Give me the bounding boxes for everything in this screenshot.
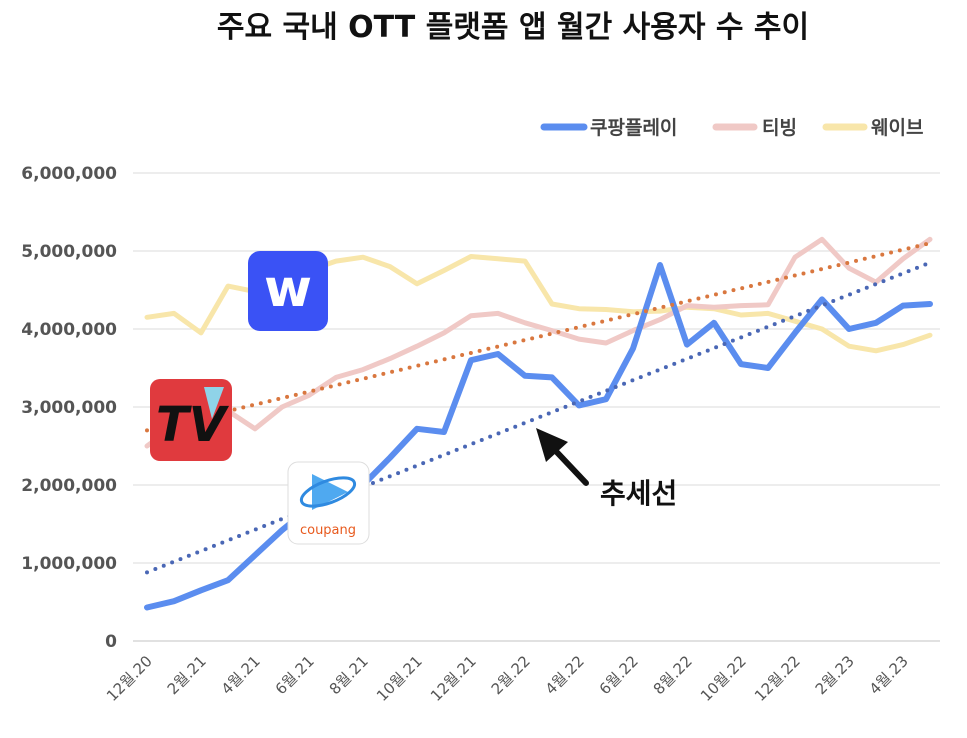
tving-logo-letters: TV [156, 397, 230, 453]
y-tick-label: 5,000,000 [21, 242, 117, 262]
y-tick-label: 2,000,000 [21, 476, 117, 496]
legend-label-wavve: 웨이브 [871, 117, 923, 139]
tving-logo: TV [150, 379, 232, 461]
x-tick-label: 2월.23 [812, 652, 858, 698]
x-tick-label: 2월.22 [488, 652, 534, 698]
coupang-logo-word: coupang [300, 523, 356, 538]
x-tick-label: 2월.21 [164, 652, 210, 698]
trendline-layer [145, 241, 932, 575]
annotation-arrowhead [536, 428, 568, 462]
y-tick-label: 1,000,000 [21, 554, 117, 574]
y-tick-label: 4,000,000 [21, 320, 117, 340]
coupang-play-logo: coupang [287, 461, 370, 545]
coupang-orbit-icon [299, 476, 357, 508]
legend: 쿠팡플레이 티빙 웨이브 [540, 117, 923, 139]
legend-label-tving: 티빙 [762, 117, 797, 139]
wavve-logo-letter: w [264, 259, 312, 319]
annotation-label: 추세선 [600, 477, 677, 510]
annotation-arrow [549, 444, 589, 486]
y-tick-label: 6,000,000 [21, 164, 117, 184]
x-tick-label: 6월.22 [596, 652, 642, 698]
x-tick-label: 12월.21 [427, 652, 480, 705]
wavve-logo: w [248, 251, 328, 331]
x-tick-label: 8월.21 [326, 652, 372, 698]
legend-item-wavve: 웨이브 [822, 117, 923, 139]
legend-label-coupangplay: 쿠팡플레이 [590, 117, 677, 139]
tving-logo-accent [204, 387, 224, 419]
x-tick-label: 8월.22 [650, 652, 696, 698]
y-tick-label: 3,000,000 [21, 398, 117, 418]
x-tick-label: 10월.21 [373, 652, 426, 705]
y-axis: 0 1,000,000 2,000,000 3,000,000 4,000,000 5,0… [21, 164, 117, 652]
x-tick-label: 10월.22 [697, 652, 750, 705]
series-line-coupangplay [144, 262, 933, 611]
y-tick-label: 0 [105, 632, 117, 652]
x-tick-label: 6월.21 [272, 652, 318, 698]
legend-item-coupangplay: 쿠팡플레이 [540, 117, 677, 139]
trendline-coupangplay [145, 260, 932, 575]
x-axis: 12월.20 2월.21 4월.21 6월.21 8월.21 10월.21 12월.21 2월… [103, 652, 912, 705]
x-tick-label: 4월.23 [866, 652, 912, 698]
trendline-tving [145, 241, 932, 433]
x-tick-label: 4월.21 [218, 652, 264, 698]
x-tick-label: 12월.22 [751, 652, 804, 705]
x-tick-label: 4월.22 [542, 652, 588, 698]
series-line-tving [144, 236, 933, 449]
trend-annotation: 추세선 [536, 428, 677, 510]
wavve-logo-bg [248, 251, 328, 331]
x-tick-label: 12월.20 [103, 652, 156, 705]
chart-title: 주요 국내 OTT 플랫폼 앱 월간 사용자 수 추이 [217, 10, 809, 45]
legend-item-tving: 티빙 [712, 117, 797, 139]
